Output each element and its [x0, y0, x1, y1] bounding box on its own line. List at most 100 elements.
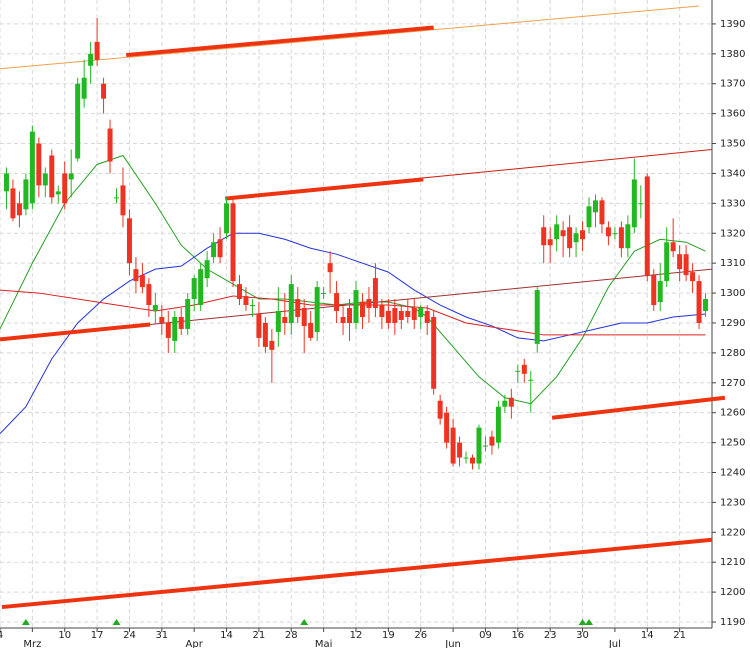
- candle-body: [275, 311, 281, 332]
- candle-body: [372, 278, 378, 309]
- candle-body: [236, 284, 242, 300]
- y-tick-label: 1390: [720, 19, 745, 30]
- candle-body: [334, 293, 340, 312]
- trend-line: [551, 395, 726, 420]
- candle-body: [638, 203, 644, 205]
- y-tick-label: 1300: [720, 288, 745, 299]
- x-tick-label: Jun: [444, 639, 461, 648]
- x-tick-label: Mai: [315, 639, 333, 648]
- y-tick-label: 1310: [720, 258, 745, 269]
- x-tick-label: 23: [544, 630, 557, 641]
- candle-body: [340, 316, 346, 323]
- candle-body: [482, 445, 488, 447]
- candle-body: [185, 299, 191, 329]
- candle-body: [644, 176, 650, 276]
- candle-body: [489, 436, 495, 446]
- candle-body: [528, 379, 534, 381]
- candle-body: [139, 275, 145, 288]
- candle-body: [347, 308, 353, 323]
- candle-body: [16, 203, 22, 216]
- candle-body: [359, 302, 365, 317]
- candle-body: [101, 83, 107, 99]
- signal-marker: [585, 619, 594, 625]
- candle-body: [295, 299, 301, 317]
- moving-average: [0, 154, 706, 405]
- candle-body: [405, 311, 411, 317]
- x-tick-label: 09: [479, 630, 492, 641]
- candle-body: [411, 308, 417, 320]
- candle-body: [683, 254, 689, 276]
- candle-body: [677, 254, 683, 270]
- candle-body: [457, 442, 463, 458]
- candle-body: [424, 311, 430, 323]
- y-tick-label: 1290: [720, 318, 745, 329]
- candle-body: [55, 191, 61, 195]
- x-tick-label: 12: [350, 630, 363, 641]
- candle-body: [463, 457, 469, 459]
- x-tick-label: 26: [414, 630, 427, 641]
- x-tick-label: Mrz: [23, 639, 41, 648]
- trend-line: [225, 177, 424, 201]
- x-tick-label: 21: [673, 630, 686, 641]
- candle-body: [560, 230, 566, 237]
- x-tick-label: 10: [58, 630, 71, 641]
- candle-body: [618, 227, 624, 249]
- candle-body: [211, 242, 217, 258]
- x-tick-label: 30: [576, 630, 589, 641]
- x-tick-label: 14: [220, 630, 233, 641]
- candle-body: [353, 290, 359, 323]
- y-tick-label: 1280: [720, 348, 745, 359]
- candle-body: [385, 311, 391, 323]
- trend-line: [150, 268, 713, 325]
- candle-body: [321, 293, 327, 295]
- y-tick-label: 1240: [720, 467, 745, 478]
- candle-body: [172, 316, 178, 341]
- candle-body: [567, 227, 573, 249]
- candle-body: [178, 316, 184, 329]
- x-tick-label: 21: [253, 630, 266, 641]
- x-tick-label: 17: [91, 630, 104, 641]
- candle-body: [450, 427, 456, 464]
- candle-body: [88, 53, 94, 66]
- trend-line: [126, 25, 434, 58]
- candle-body: [165, 322, 171, 338]
- candle-body: [262, 322, 268, 347]
- candle-body: [126, 218, 132, 264]
- candle-body: [534, 290, 540, 344]
- y-tick-label: 1190: [720, 617, 745, 628]
- candle-body: [541, 227, 547, 246]
- y-tick-label: 1230: [720, 497, 745, 508]
- x-tick-label: 14: [641, 630, 654, 641]
- candle-body: [308, 322, 314, 338]
- y-tick-label: 1330: [720, 198, 745, 209]
- candle-body: [437, 400, 443, 419]
- candle-body: [495, 406, 501, 443]
- candle-body: [314, 287, 320, 332]
- candle-body: [224, 203, 230, 234]
- candle-body: [62, 173, 68, 204]
- candle-body: [301, 308, 307, 326]
- x-tick-label: Jul: [608, 639, 621, 648]
- candle-body: [152, 305, 158, 312]
- candle-body: [10, 188, 16, 219]
- candle-body: [696, 281, 702, 323]
- candle-body: [81, 77, 87, 99]
- y-tick-label: 1350: [720, 139, 745, 150]
- candle-body: [75, 83, 81, 159]
- y-tick-label: 1360: [720, 109, 745, 120]
- candle-body: [470, 457, 476, 464]
- candle-body: [159, 316, 165, 323]
- candle-body: [515, 370, 521, 372]
- candle-body: [94, 41, 100, 60]
- x-tick-label: 4: [0, 630, 3, 641]
- y-tick-label: 1270: [720, 378, 745, 389]
- candle-body: [651, 275, 657, 306]
- candle-body: [431, 316, 437, 389]
- trend-line: [0, 5, 700, 70]
- x-tick-label: Apr: [186, 639, 204, 648]
- trend-line: [1, 537, 713, 610]
- candle-body: [502, 400, 508, 407]
- candle-body: [631, 179, 637, 228]
- candle-body: [554, 224, 560, 240]
